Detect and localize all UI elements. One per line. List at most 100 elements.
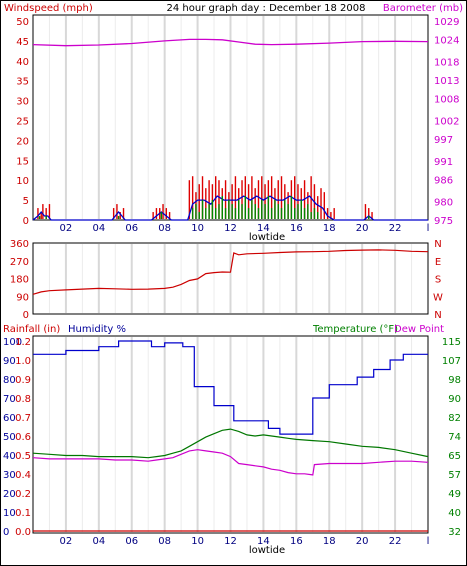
temperature-tick-label: 90 (448, 394, 461, 405)
temperature-line (32, 428, 429, 459)
chart-labels: Windspeed (mph) 24 hour graph day : Dece… (3, 3, 463, 556)
hour-tick-end: l (427, 223, 430, 234)
hour-tick-label: 16 (290, 536, 303, 547)
hour-tick-label: 02 (60, 536, 73, 547)
windspeed-tick-label: 20 (16, 136, 29, 147)
hour-tick-label: 04 (92, 536, 105, 547)
humidity-tick-label: 80 (3, 375, 16, 386)
rainfall-tick-label: 0.5 (15, 451, 31, 462)
barometer-tick-label: 975 (434, 216, 453, 227)
hour-tick-label: 14 (257, 223, 270, 234)
temperature-tick-label: 49 (448, 489, 461, 500)
windspeed-tick-label: 50 (16, 17, 29, 28)
windspeed-axis-title: Windspeed (mph) (4, 3, 93, 14)
barometer-tick-label: 997 (434, 135, 453, 146)
direction-tick-label: 180 (10, 275, 29, 286)
temperature-tick-label: 65 (448, 451, 461, 462)
hour-tick-label: 06 (125, 223, 138, 234)
windspeed-tick-label: 5 (23, 196, 29, 207)
hour-tick-label: 20 (356, 536, 369, 547)
barometer-tick-label: 980 (434, 198, 453, 209)
hour-tick-label: 04 (92, 223, 105, 234)
rainfall-tick-label: 0.1 (15, 508, 31, 519)
windspeed-tick-label: 35 (16, 77, 29, 88)
barometer-tick-label: 1024 (434, 35, 459, 46)
direction-tick-label: 90 (16, 292, 29, 303)
humidity-tick-label: 30 (3, 470, 16, 481)
hour-tick-label: 08 (158, 223, 171, 234)
temperature-tick-label: 107 (442, 356, 461, 367)
rainfall-axis-title: Rainfall (in) (3, 324, 60, 335)
humidity-tick-label: 90 (3, 356, 16, 367)
compass-label: N (434, 310, 441, 321)
rainfall-tick-label: 0.4 (15, 470, 31, 481)
hour-tick-label: 12 (224, 536, 237, 547)
windspeed-tick-label: 10 (16, 176, 29, 187)
barometer-tick-label: 1018 (434, 58, 459, 69)
humidity-tick-label: 100 (3, 337, 22, 348)
humidity-axis-title: Humidity % (68, 324, 126, 335)
x-axis-title-top: lowtide (249, 232, 285, 243)
windspeed-tick-label: 30 (16, 97, 29, 108)
hour-tick-label: 14 (257, 536, 270, 547)
direction-tick-label: 360 (10, 239, 29, 250)
wind-direction-line (32, 249, 429, 295)
temperature-tick-label: 74 (448, 432, 461, 443)
hour-tick-label: 02 (60, 223, 73, 234)
temperature-axis-title: Temperature (°F) (312, 324, 398, 335)
hour-tick-label: 06 (125, 536, 138, 547)
windspeed-tick-label: 40 (16, 57, 29, 68)
rainfall-tick-label: 0.2 (15, 489, 31, 500)
hour-tick-label: 20 (356, 223, 369, 234)
temperature-tick-label: 32 (448, 527, 461, 538)
barometer-tick-label: 1029 (434, 17, 459, 28)
rainfall-tick-label: 0.0 (15, 527, 31, 538)
compass-label: E (435, 257, 441, 268)
rainfall-tick-label: 1.0 (15, 356, 31, 367)
barometer-tick-label: 991 (434, 157, 453, 168)
temperature-tick-label: 82 (448, 413, 461, 424)
humidity-tick-label: 0 (3, 527, 9, 538)
barometer-tick-label: 1013 (434, 76, 459, 87)
hour-tick-label: 10 (191, 223, 204, 234)
chart-title: 24 hour graph day : December 18 2008 (167, 3, 366, 14)
direction-tick-label: 0 (23, 310, 29, 321)
windspeed-tick-label: 45 (16, 37, 29, 48)
humidity-tick-label: 10 (3, 508, 16, 519)
rainfall-tick-label: 0.8 (15, 394, 31, 405)
hour-tick-label: 22 (389, 223, 402, 234)
humidity-tick-label: 70 (3, 394, 16, 405)
barometer-line (32, 38, 429, 47)
temperature-tick-label: 115 (442, 337, 461, 348)
hour-tick-label: 16 (290, 223, 303, 234)
panel-wind-barometer: 0 5 10 15 20 25 30 35 40 45 50 975 980 986 991 997 10 02 1… (16, 14, 459, 234)
windspeed-tick-label: 15 (16, 156, 29, 167)
compass-label: W (433, 292, 443, 303)
x-axis-title-bottom: lowtide (249, 545, 285, 556)
rainfall-tick-label: 0.6 (15, 432, 31, 443)
hour-tick-label: 12 (224, 223, 237, 234)
barometer-tick-label: 986 (434, 175, 453, 186)
rainfall-tick-label: 0.7 (15, 413, 31, 424)
barometer-axis-title: Barometer (mb) (383, 3, 463, 14)
humidity-tick-label: 50 (3, 432, 16, 443)
dewpoint-axis-title: Dew Point (394, 324, 444, 335)
hour-tick-label: 18 (323, 536, 336, 547)
rainfall-tick-label: 0.9 (15, 375, 31, 386)
hour-tick-label: 18 (323, 223, 336, 234)
windspeed-tick-label: 0 (23, 216, 29, 227)
windspeed-tick-label: 25 (16, 117, 29, 128)
humidity-tick-label: 60 (3, 413, 16, 424)
temperature-tick-label: 98 (448, 375, 461, 386)
rainfall-tick-label: 1.2 (15, 337, 31, 348)
dew-point-line (32, 449, 429, 476)
humidity-tick-label: 20 (3, 489, 16, 500)
humidity-tick-label: 40 (3, 451, 16, 462)
hour-tick-end: l (427, 536, 430, 547)
compass-label: N (434, 239, 441, 250)
temperature-tick-label: 57 (448, 470, 461, 481)
